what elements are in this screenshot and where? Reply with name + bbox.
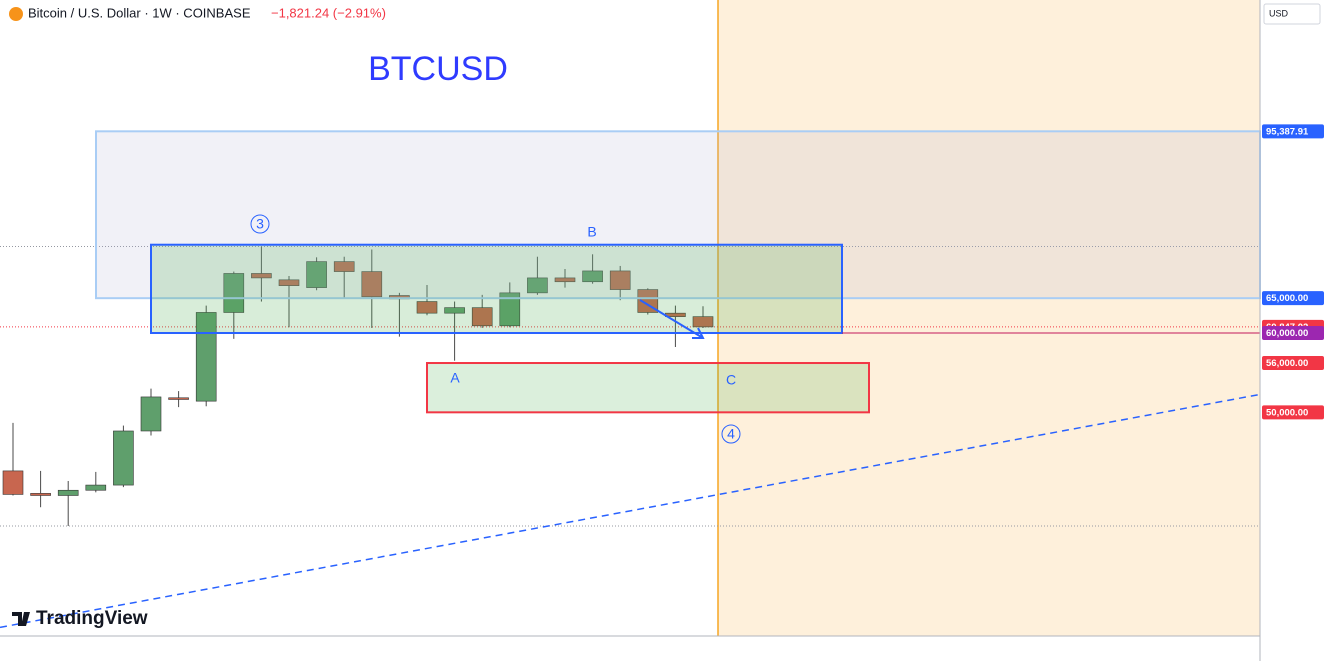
wave-circle <box>250 214 270 234</box>
arrow <box>639 299 705 339</box>
price-label: 60,000.00 <box>1266 328 1308 339</box>
candle-body <box>444 307 465 314</box>
plot <box>0 0 1261 636</box>
candle-body <box>416 301 438 314</box>
header: Bitcoin / U.S. Dollar · 1W · COINBASE <box>28 5 251 20</box>
candle-body <box>57 489 79 496</box>
price-label-bg <box>1262 124 1324 139</box>
wave-label: 4 <box>727 426 735 442</box>
candle-body <box>30 493 51 496</box>
candle-body <box>333 261 355 272</box>
currency: USD <box>1269 8 1289 18</box>
title: BTCUSD <box>368 50 508 88</box>
wave-label: B <box>587 224 596 240</box>
zone-target <box>426 362 870 414</box>
coin-icon <box>9 7 23 21</box>
brand-logo <box>12 612 30 626</box>
candle-body <box>499 292 521 327</box>
price-label: 50,000.00 <box>1266 407 1308 418</box>
price-label: 56,000.00 <box>1266 358 1308 369</box>
price-label-bg <box>1262 356 1324 371</box>
candle-body <box>140 396 162 432</box>
trendline <box>0 393 1261 629</box>
candle-body <box>251 273 272 279</box>
zone-range <box>150 243 843 335</box>
candle-body <box>471 307 493 327</box>
candle-body <box>692 316 714 328</box>
price-label: 65,000.00 <box>1266 293 1308 304</box>
brand: TradingView <box>36 608 148 629</box>
candle-body <box>582 270 603 283</box>
wave-label: A <box>450 370 460 386</box>
candle-body <box>527 277 548 294</box>
candle-body <box>306 261 327 288</box>
price-label-bg <box>1262 291 1324 306</box>
candle-body <box>195 312 217 402</box>
candle-body <box>2 470 24 495</box>
axis: 95,387.9165,000.0060,847.0260,000.0056,0… <box>1262 124 1324 420</box>
candle-body <box>554 277 576 283</box>
candle-body <box>609 270 631 290</box>
candle-body <box>361 271 383 298</box>
future-zone <box>718 0 1260 636</box>
wave-label: 3 <box>256 216 264 232</box>
candle-body <box>223 273 245 313</box>
price-label: 95,387.91 <box>1266 126 1309 137</box>
price-label-bg <box>1262 326 1324 341</box>
wave-circle <box>721 424 741 444</box>
candle-body <box>278 279 300 286</box>
zone-outer <box>95 130 1261 300</box>
change: −1,821.24 (−2.91%) <box>271 5 386 20</box>
candle-body <box>168 397 189 400</box>
wave-label: C <box>726 372 736 388</box>
price-label-bg <box>1262 405 1324 420</box>
candle-body <box>113 430 134 486</box>
overlay: 3 B A C 4 <box>95 130 1261 444</box>
candle-body <box>85 484 107 491</box>
currency-box[interactable] <box>1263 3 1321 25</box>
